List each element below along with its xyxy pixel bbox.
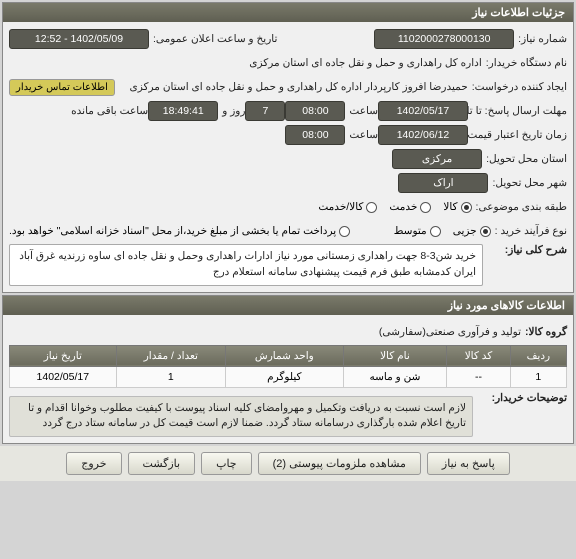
pay-note-text: پرداخت تمام یا بخشی از مبلغ خرید،از محل … [9, 225, 336, 237]
summary-label: شرح کلی نیاز: [487, 244, 567, 256]
radio-both[interactable]: کالا/خدمت [318, 201, 377, 213]
and-label: روز و [222, 105, 245, 117]
radio-both-circle [366, 202, 377, 213]
goods-table: ردیف کد کالا نام کالا واحد شمارش تعداد /… [9, 345, 567, 388]
td-idx: 1 [510, 366, 566, 387]
validity-label: زمان تاریخ اعتبار قیمت تا تاریخ: [472, 129, 567, 141]
attachments-button[interactable]: مشاهده ملزومات پیوستی (2) [258, 452, 421, 475]
hour-label-2: ساعت [349, 129, 378, 141]
radio-partial-circle [480, 226, 491, 237]
panel2-title: اطلاعات کالاهای مورد نیاز [3, 296, 573, 315]
th-row: ردیف [510, 345, 566, 366]
button-row: پاسخ به نیاز مشاهده ملزومات پیوستی (2) چ… [0, 446, 576, 481]
pay-note-item: پرداخت تمام یا بخشی از مبلغ خرید،از محل … [9, 225, 350, 237]
need-no-label: شماره نیاز: [518, 33, 567, 45]
radio-both-label: کالا/خدمت [318, 201, 363, 213]
process-radio-group: جزیی متوسط [394, 225, 491, 237]
radio-medium-circle [430, 226, 441, 237]
validity-date-field: 1402/06/12 [378, 125, 468, 145]
city-label: شهر محل تحویل: [492, 177, 567, 189]
th-date: تاریخ نیاز [10, 345, 117, 366]
need-details-panel: جزئیات اطلاعات نیاز شماره نیاز: 11020002… [2, 2, 574, 293]
group-label: گروه کالا: [525, 326, 567, 338]
buyer-value: اداره کل راهداری و حمل و نقل جاده ای است… [9, 57, 482, 69]
deadline-date-field: 1402/05/17 [378, 101, 468, 121]
radio-service-circle [420, 202, 431, 213]
validity-hour-field: 08:00 [285, 125, 345, 145]
category-radio-group: کالا خدمت کالا/خدمت [318, 201, 471, 213]
buyer-note: لازم است نسبت به دریافت وتکمیل و مهروامض… [9, 396, 473, 438]
requester-label: ایجاد کننده درخواست: [472, 81, 567, 93]
summary-box: خرید شن3-8 جهت راهداری زمستانی مورد نیاز… [9, 244, 483, 286]
days-field: 7 [245, 101, 285, 121]
buyer-label: نام دستگاه خریدار: [486, 57, 567, 69]
td-name: شن و ماسه [343, 366, 447, 387]
exit-button[interactable]: خروج [66, 452, 121, 475]
radio-goods[interactable]: کالا [443, 201, 471, 213]
radio-partial[interactable]: جزیی [453, 225, 491, 237]
province-label: استان محل تحویل: [486, 153, 567, 165]
requester-value: حمیدرضا افروز کارپردار اداره کل راهداری … [115, 81, 468, 93]
datetime-field: 1402/05/09 - 12:52 [9, 29, 149, 49]
th-qty: تعداد / مقدار [116, 345, 226, 366]
radio-goods-label: کالا [443, 201, 457, 213]
contact-badge[interactable]: اطلاعات تماس خریدار [9, 79, 115, 96]
group-value: تولید و فرآوری صنعتی(سفارشی) [9, 326, 521, 338]
remain-label: ساعت باقی مانده [71, 105, 148, 117]
print-button[interactable]: چاپ [201, 452, 252, 475]
panel1-title: جزئیات اطلاعات نیاز [3, 3, 573, 22]
need-no-field: 1102000278000130 [374, 29, 514, 49]
td-qty: 1 [116, 366, 226, 387]
radio-medium[interactable]: متوسط [394, 225, 441, 237]
radio-service[interactable]: خدمت [389, 201, 431, 213]
note-label: توضیحات خریدار: [477, 392, 567, 404]
back-button[interactable]: بازگشت [128, 452, 196, 475]
process-label: نوع فرآیند خرید : [495, 225, 567, 237]
goods-info-panel: اطلاعات کالاهای مورد نیاز گروه کالا: تول… [2, 295, 574, 445]
datetime-label: تاریخ و ساعت اعلان عمومی: [153, 33, 277, 45]
th-unit: واحد شمارش [226, 345, 343, 366]
countdown-field: 18:49:41 [148, 101, 218, 121]
city-field: اراک [398, 173, 488, 193]
hour-label-1: ساعت [349, 105, 378, 117]
th-name: نام کالا [343, 345, 447, 366]
table-row[interactable]: 1 -- شن و ماسه کیلوگرم 1 1402/05/17 [10, 366, 567, 387]
table-header-row: ردیف کد کالا نام کالا واحد شمارش تعداد /… [10, 345, 567, 366]
th-code: کد کالا [447, 345, 510, 366]
radio-medium-label: متوسط [394, 225, 427, 237]
pay-note-circle [339, 226, 350, 237]
deadline-hour-field: 08:00 [285, 101, 345, 121]
td-code: -- [447, 366, 510, 387]
respond-button[interactable]: پاسخ به نیاز [427, 452, 510, 475]
deadline-label: مهلت ارسال پاسخ: تا تاریخ: [472, 105, 567, 117]
td-date: 1402/05/17 [10, 366, 117, 387]
radio-partial-label: جزیی [453, 225, 477, 237]
td-unit: کیلوگرم [226, 366, 343, 387]
radio-service-label: خدمت [389, 201, 417, 213]
radio-goods-circle [461, 202, 472, 213]
category-label: طبقه بندی موضوعی: [476, 201, 567, 213]
province-field: مرکزی [392, 149, 482, 169]
